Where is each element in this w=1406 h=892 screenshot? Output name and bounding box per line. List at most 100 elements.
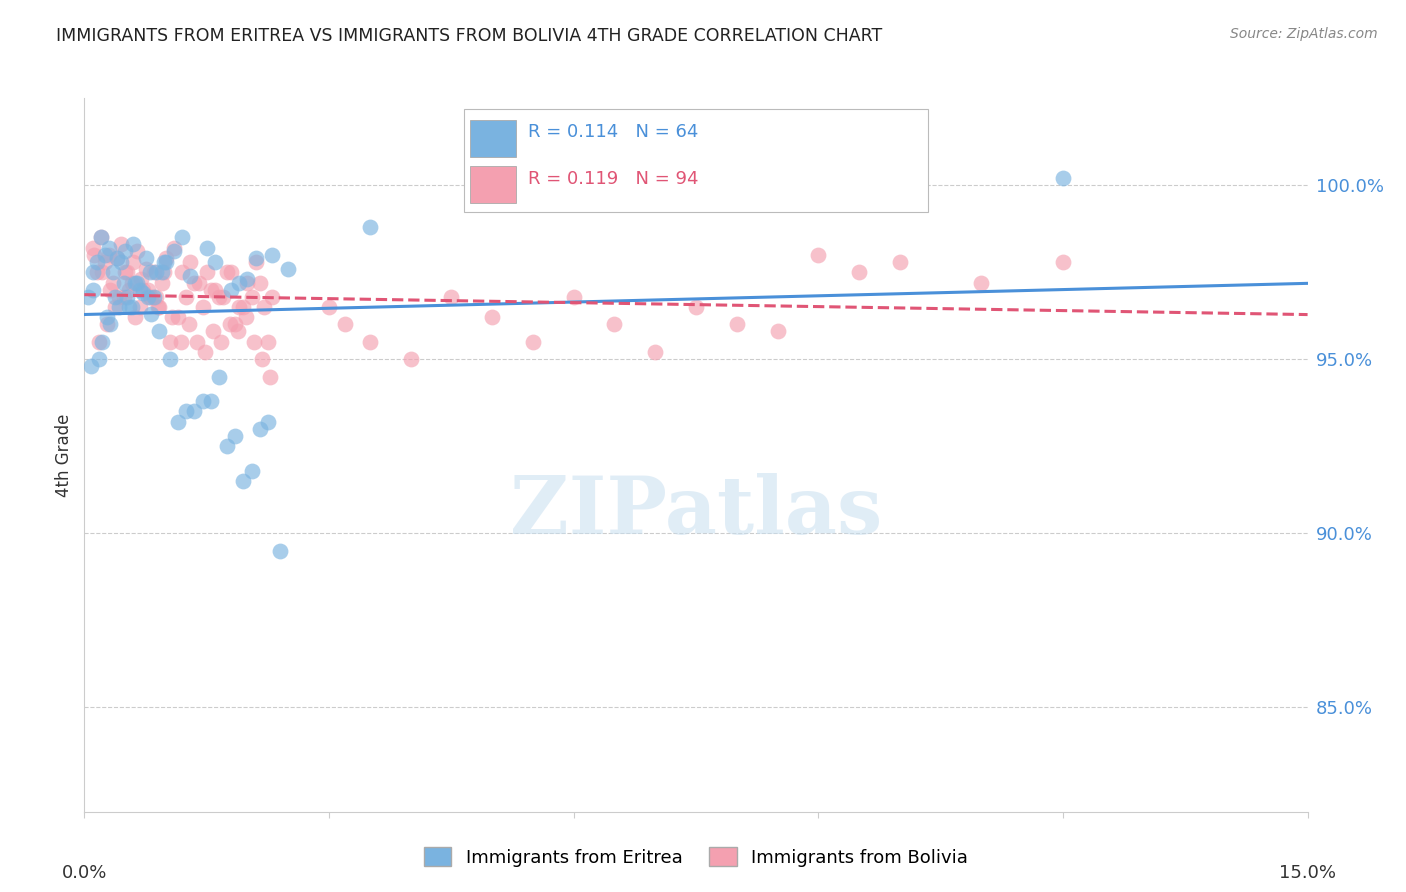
Point — [104, 289, 127, 303]
FancyBboxPatch shape — [464, 109, 928, 212]
Point — [257, 415, 280, 429]
Point — [204, 254, 226, 268]
Point — [970, 276, 993, 290]
Point — [132, 286, 155, 301]
Point — [174, 404, 197, 418]
Point — [110, 254, 132, 268]
Point — [114, 265, 136, 279]
Point — [128, 283, 150, 297]
Point — [122, 237, 145, 252]
Point — [260, 248, 283, 262]
Point — [240, 289, 263, 303]
Point — [115, 289, 138, 303]
Point — [226, 324, 249, 338]
Point — [766, 324, 789, 338]
Point — [96, 318, 118, 332]
Point — [138, 289, 160, 303]
Point — [107, 289, 129, 303]
Point — [179, 254, 201, 268]
Point — [212, 289, 235, 303]
Point — [101, 265, 124, 279]
Point — [318, 300, 340, 314]
Text: 15.0%: 15.0% — [1279, 864, 1336, 882]
Point — [86, 265, 108, 279]
Point — [100, 318, 122, 332]
Point — [603, 318, 626, 332]
Point — [644, 345, 666, 359]
Point — [112, 289, 135, 303]
Point — [259, 369, 281, 384]
Point — [177, 318, 200, 332]
Point — [131, 272, 153, 286]
Point — [245, 254, 267, 268]
Point — [725, 318, 748, 332]
Point — [218, 318, 240, 332]
Point — [183, 276, 205, 290]
Point — [807, 248, 830, 262]
Point — [90, 230, 112, 244]
Point — [481, 310, 503, 325]
Point — [1052, 171, 1074, 186]
Point — [148, 300, 170, 314]
Point — [335, 318, 357, 332]
Point — [121, 276, 143, 290]
Point — [245, 252, 267, 266]
Point — [87, 334, 110, 349]
Point — [253, 300, 276, 314]
Point — [122, 254, 145, 268]
Point — [183, 404, 205, 418]
Point — [250, 352, 273, 367]
Point — [127, 276, 149, 290]
Text: IMMIGRANTS FROM ERITREA VS IMMIGRANTS FROM BOLIVIA 4TH GRADE CORRELATION CHART: IMMIGRANTS FROM ERITREA VS IMMIGRANTS FR… — [56, 27, 883, 45]
Point — [277, 261, 299, 276]
Point — [97, 248, 120, 262]
Point — [124, 310, 146, 325]
Point — [107, 300, 129, 314]
Point — [235, 310, 257, 325]
Point — [104, 300, 127, 314]
Point — [159, 352, 181, 367]
Point — [399, 352, 422, 367]
Point — [163, 241, 186, 255]
Point — [77, 289, 100, 303]
Point — [112, 276, 135, 290]
Point — [232, 300, 254, 314]
Point — [236, 272, 259, 286]
Point — [155, 254, 177, 268]
Point — [136, 283, 159, 297]
Point — [249, 276, 271, 290]
Point — [142, 265, 165, 279]
Point — [124, 276, 146, 290]
Point — [889, 254, 911, 268]
Point — [219, 283, 242, 297]
Point — [217, 265, 239, 279]
Point — [128, 300, 150, 314]
Point — [82, 241, 104, 255]
Point — [82, 283, 104, 297]
Text: 0.0%: 0.0% — [62, 864, 107, 882]
Point — [80, 359, 103, 373]
Point — [219, 265, 242, 279]
Legend: Immigrants from Eritrea, Immigrants from Bolivia: Immigrants from Eritrea, Immigrants from… — [416, 840, 976, 874]
Point — [179, 268, 201, 283]
Point — [167, 415, 190, 429]
Point — [169, 334, 191, 349]
FancyBboxPatch shape — [470, 166, 516, 203]
Point — [135, 261, 157, 276]
Point — [209, 334, 232, 349]
Point — [200, 394, 222, 409]
Point — [153, 254, 176, 268]
Point — [96, 310, 118, 325]
Point — [136, 289, 159, 303]
Point — [105, 252, 128, 266]
Point — [228, 276, 250, 290]
Point — [236, 276, 259, 290]
Point — [172, 230, 194, 244]
Point — [150, 265, 173, 279]
Point — [142, 289, 165, 303]
Point — [127, 244, 149, 259]
Point — [195, 241, 218, 255]
Point — [118, 283, 141, 297]
Text: R = 0.114   N = 64: R = 0.114 N = 64 — [529, 123, 699, 141]
Point — [148, 324, 170, 338]
